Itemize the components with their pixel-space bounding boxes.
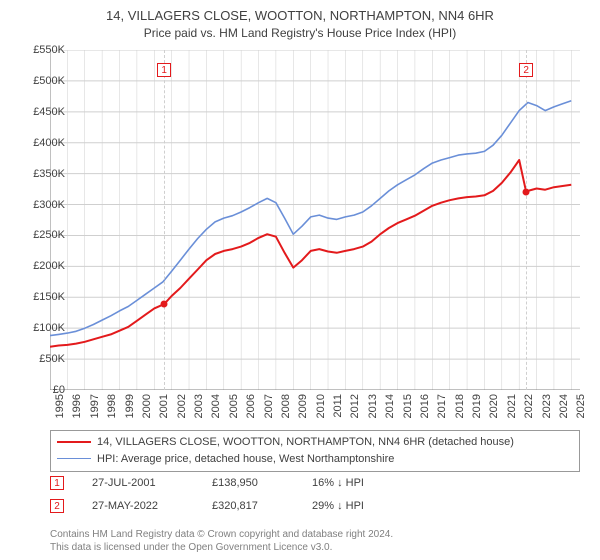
y-tick-label: £300K xyxy=(15,199,65,211)
legend-swatch-hpi xyxy=(57,458,91,459)
x-tick-label: 2025 xyxy=(575,394,587,418)
transaction-vline xyxy=(164,50,165,390)
legend-row-hpi: HPI: Average price, detached house, West… xyxy=(57,451,573,468)
x-tick-label: 2013 xyxy=(367,394,379,418)
x-tick-label: 2010 xyxy=(315,394,327,418)
x-tick-label: 2022 xyxy=(523,394,535,418)
legend-label-property: 14, VILLAGERS CLOSE, WOOTTON, NORTHAMPTO… xyxy=(97,434,514,451)
y-tick-label: £400K xyxy=(15,137,65,149)
x-tick-label: 2016 xyxy=(419,394,431,418)
transaction-price-2: £320,817 xyxy=(212,500,312,512)
x-tick-label: 1999 xyxy=(124,394,136,418)
x-tick-label: 2006 xyxy=(245,394,257,418)
y-tick-label: £550K xyxy=(15,44,65,56)
x-tick-label: 1996 xyxy=(71,394,83,418)
y-tick-label: £50K xyxy=(15,353,65,365)
y-tick-label: £250K xyxy=(15,229,65,241)
legend-label-hpi: HPI: Average price, detached house, West… xyxy=(97,451,394,468)
y-tick-label: £500K xyxy=(15,75,65,87)
transaction-point xyxy=(161,301,168,308)
chart-transaction-marker: 1 xyxy=(157,63,171,77)
y-tick-label: £200K xyxy=(15,260,65,272)
x-tick-label: 2011 xyxy=(332,394,344,418)
transaction-delta-2: 29% ↓ HPI xyxy=(312,500,364,512)
x-tick-label: 2000 xyxy=(141,394,153,418)
x-tick-label: 2018 xyxy=(454,394,466,418)
chart-transaction-marker: 2 xyxy=(519,63,533,77)
x-tick-label: 2019 xyxy=(471,394,483,418)
x-tick-label: 2015 xyxy=(402,394,414,418)
x-tick-label: 2014 xyxy=(384,394,396,418)
x-tick-label: 2009 xyxy=(297,394,309,418)
x-tick-label: 1995 xyxy=(54,394,66,418)
x-tick-label: 2024 xyxy=(558,394,570,418)
footer-line-2: This data is licensed under the Open Gov… xyxy=(50,541,580,554)
transaction-point xyxy=(523,188,530,195)
chart-svg xyxy=(50,50,580,390)
transaction-row-1: 1 27-JUL-2001 £138,950 16% ↓ HPI xyxy=(50,476,580,490)
x-tick-label: 2007 xyxy=(263,394,275,418)
x-tick-label: 2003 xyxy=(193,394,205,418)
y-tick-label: £450K xyxy=(15,106,65,118)
chart-plot-area: 12 xyxy=(50,50,580,390)
chart-title: 14, VILLAGERS CLOSE, WOOTTON, NORTHAMPTO… xyxy=(0,0,600,25)
transaction-price-1: £138,950 xyxy=(212,477,312,489)
x-tick-label: 2012 xyxy=(349,394,361,418)
x-tick-label: 1997 xyxy=(89,394,101,418)
transaction-row-2: 2 27-MAY-2022 £320,817 29% ↓ HPI xyxy=(50,499,580,513)
x-tick-label: 2001 xyxy=(158,394,170,418)
chart-container: 14, VILLAGERS CLOSE, WOOTTON, NORTHAMPTO… xyxy=(0,0,600,560)
x-tick-label: 2002 xyxy=(176,394,188,418)
x-tick-label: 2005 xyxy=(228,394,240,418)
transaction-delta-1: 16% ↓ HPI xyxy=(312,477,364,489)
legend-swatch-property xyxy=(57,441,91,443)
footer-line-1: Contains HM Land Registry data © Crown c… xyxy=(50,528,580,541)
legend-row-property: 14, VILLAGERS CLOSE, WOOTTON, NORTHAMPTO… xyxy=(57,434,573,451)
y-tick-label: £350K xyxy=(15,168,65,180)
x-tick-label: 2020 xyxy=(488,394,500,418)
transaction-date-1: 27-JUL-2001 xyxy=(92,477,212,489)
x-tick-label: 2008 xyxy=(280,394,292,418)
x-tick-label: 1998 xyxy=(106,394,118,418)
transaction-date-2: 27-MAY-2022 xyxy=(92,500,212,512)
x-tick-label: 2017 xyxy=(436,394,448,418)
footer-attribution: Contains HM Land Registry data © Crown c… xyxy=(50,528,580,554)
transaction-vline xyxy=(526,50,527,390)
x-tick-label: 2004 xyxy=(210,394,222,418)
y-tick-label: £100K xyxy=(15,322,65,334)
transaction-marker-1: 1 xyxy=(50,476,64,490)
legend-box: 14, VILLAGERS CLOSE, WOOTTON, NORTHAMPTO… xyxy=(50,430,580,472)
y-tick-label: £150K xyxy=(15,291,65,303)
chart-subtitle: Price paid vs. HM Land Registry's House … xyxy=(0,25,600,40)
x-tick-label: 2023 xyxy=(541,394,553,418)
transaction-marker-2: 2 xyxy=(50,499,64,513)
x-tick-label: 2021 xyxy=(506,394,518,418)
